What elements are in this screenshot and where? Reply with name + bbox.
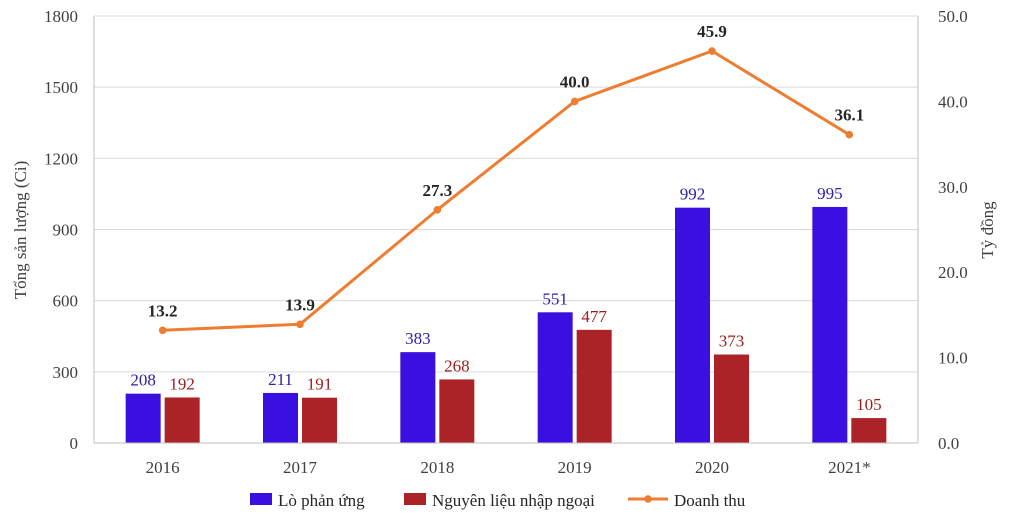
bar	[537, 312, 573, 443]
x-tick-label: 2017	[283, 458, 318, 477]
bar-value-label: 995	[817, 184, 843, 203]
bar-value-label: 191	[307, 375, 333, 394]
line-path	[162, 49, 851, 332]
bar	[125, 393, 161, 443]
y-tick-label: 900	[53, 221, 79, 240]
bar-value-label: 211	[268, 370, 293, 389]
bar	[439, 379, 475, 443]
line-value-label: 40.0	[560, 72, 590, 91]
bar-value-label: 992	[680, 185, 706, 204]
data-labels: 208 211 383 551 992 995 192 191 268 477 373 105 13.2…	[130, 22, 881, 414]
line-value-label: 45.9	[697, 22, 727, 41]
line-point	[296, 320, 304, 329]
legend: Lò phản ứng Nguyên liệu nhập ngoại Doanh t…	[250, 491, 746, 510]
bar-value-label: 551	[542, 289, 568, 308]
line-point	[433, 206, 442, 214]
y2-axis-title: Tỷ đồng	[978, 201, 997, 259]
bar-value-label: 383	[405, 329, 431, 348]
bar-value-label: 192	[169, 374, 195, 393]
y2-tick-label: 30.0	[938, 178, 968, 197]
line-value-label: 27.3	[422, 181, 452, 200]
legend-label: Lò phản ứng	[278, 491, 365, 510]
bars	[125, 206, 887, 443]
y-tick-label: 1200	[44, 149, 78, 168]
y-axis-title: Tổng sản lượng (Ci)	[11, 161, 30, 300]
legend-label: Doanh thu	[674, 491, 746, 510]
y2-tick-label: 20.0	[938, 263, 968, 282]
bar	[851, 418, 887, 443]
gridlines	[94, 15, 918, 373]
y-tick-label: 1800	[44, 7, 78, 26]
legend-marker	[644, 495, 652, 503]
line-value-label: 13.2	[148, 301, 178, 320]
bar-value-label: 477	[581, 307, 607, 326]
legend-swatch	[404, 493, 426, 505]
bar-value-label: 373	[719, 332, 745, 351]
revenue-line	[158, 47, 854, 335]
legend-label: Nguyên liệu nhập ngoại	[432, 491, 595, 510]
line-point	[158, 326, 167, 335]
y2-tick-label: 10.0	[938, 349, 968, 368]
line-value-label: 36.1	[834, 106, 864, 125]
bar-value-label: 105	[856, 395, 882, 414]
y2-tick-label: 0.0	[938, 434, 959, 453]
bar	[714, 354, 749, 443]
bar	[302, 397, 337, 443]
bar-value-label: 268	[444, 356, 470, 375]
legend-swatch	[250, 493, 272, 505]
bar	[263, 392, 298, 443]
bar-value-label: 208	[130, 371, 156, 390]
x-tick-label: 2021*	[828, 458, 871, 477]
axes: 0 300 600 900 1200 1500 1800 0.0 10.0 20.0 30.0 40.…	[44, 7, 968, 477]
line-value-label: 13.9	[285, 295, 315, 314]
line-point	[570, 97, 579, 106]
y-tick-label: 300	[53, 363, 79, 382]
y-tick-label: 1500	[44, 78, 78, 97]
line-point	[845, 130, 854, 139]
x-tick-label: 2016	[146, 458, 180, 477]
y2-tick-label: 50.0	[938, 7, 968, 26]
bar	[675, 207, 710, 443]
bar	[576, 329, 612, 443]
bar	[400, 352, 436, 443]
x-tick-label: 2019	[558, 458, 592, 477]
bar	[812, 206, 848, 443]
x-tick-label: 2018	[420, 458, 454, 477]
line-point	[708, 47, 716, 55]
y-tick-label: 0	[70, 434, 79, 453]
y2-tick-label: 40.0	[938, 92, 968, 111]
y-tick-label: 600	[53, 292, 79, 311]
bar	[164, 397, 200, 443]
x-tick-label: 2020	[695, 458, 729, 477]
